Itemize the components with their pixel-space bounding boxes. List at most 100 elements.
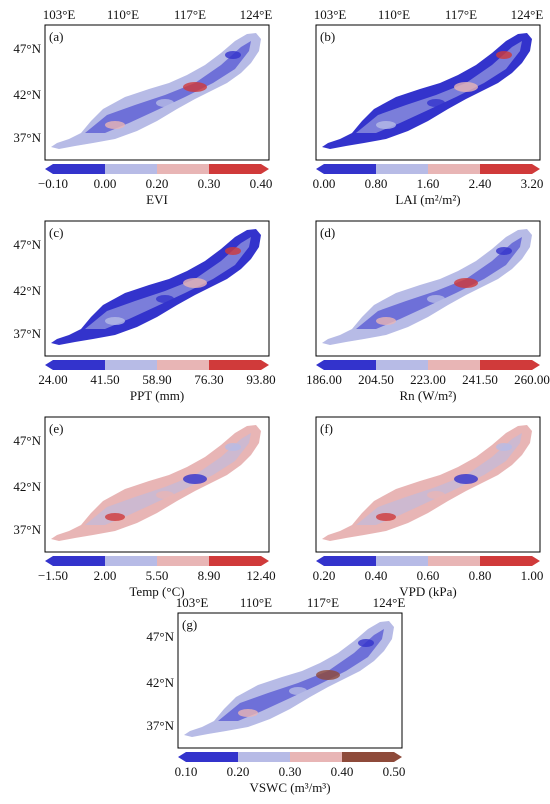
colorbar-tick-label: 260.00 [514, 372, 550, 387]
colorbar: 186.00 204.50 223.00 241.50 260.00 Rn (W/m²) [306, 360, 550, 403]
class-patch [376, 121, 396, 129]
colorbar-segment [157, 360, 209, 370]
colorbar-title: EVI [146, 192, 168, 207]
colorbar-tick-label: 0.80 [365, 176, 388, 191]
colorbar-tick-label: 8.90 [198, 568, 221, 583]
class-patch [427, 99, 445, 107]
colorbar-tick-label: 0.10 [175, 764, 198, 779]
colorbar-tick-label: 0.60 [417, 568, 440, 583]
colorbar-segment [53, 360, 105, 370]
colorbar-tick-label: 0.40 [331, 764, 354, 779]
colorbar-tick-label: 1.60 [417, 176, 440, 191]
region-secondary-class [356, 433, 522, 525]
panel-b: (b) 103°E 110°E 117°E 124°E 0.00 0.80 1.60 2.40 3… [313, 7, 544, 207]
colorbar-segment [324, 360, 376, 370]
panel-tag: (d) [320, 225, 335, 240]
panel-e: (e) 47°N 42°N 37°N −1.50 2.00 5.50 8.90 12.40 Tem… [13, 416, 276, 599]
lon-tick-label: 103°E [43, 7, 76, 22]
colorbar-tick-label: 3.20 [521, 176, 544, 191]
colorbar-tick-label: 0.00 [313, 176, 336, 191]
class-patch [225, 247, 241, 255]
lat-tick-label: 47°N [13, 41, 41, 56]
colorbar-tick-label: 41.50 [90, 372, 119, 387]
lon-tick-label: 124°E [240, 7, 273, 22]
colorbar-segment [342, 752, 394, 762]
colorbar-segment [480, 556, 532, 566]
colorbar-tick-label: 0.40 [365, 568, 388, 583]
colorbar-tick-label: 186.00 [306, 372, 342, 387]
colorbar-min-arrow [316, 556, 324, 566]
panel-tag: (c) [49, 225, 63, 240]
class-patch [316, 670, 340, 680]
class-patch [496, 247, 512, 255]
colorbar-tick-label: −0.10 [38, 176, 68, 191]
lon-tick-label: 103°E [314, 7, 347, 22]
colorbar-segment [238, 752, 290, 762]
colorbar-tick-label: 2.00 [94, 568, 117, 583]
class-patch [238, 709, 258, 717]
colorbar-max-arrow [394, 752, 402, 762]
panel-f: (f) 0.20 0.40 0.60 0.80 1.00 VPD (kPa) [313, 416, 543, 599]
colorbar-segment [376, 556, 428, 566]
lon-tick-label: 117°E [174, 7, 206, 22]
class-patch [225, 443, 241, 451]
panel-a: (a) 103°E 110°E 117°E 124°E 47°N 42°N 37°N −0.10… [13, 7, 272, 207]
colorbar-segment [157, 164, 209, 174]
colorbar-title: LAI (m²/m²) [395, 192, 460, 207]
colorbar-segment [209, 556, 261, 566]
lat-tick-label: 42°N [13, 283, 41, 298]
panel-g: (g)103°E 110°E 117°E 124°E47°N42°N37°N0.10 0… [146, 595, 405, 795]
lon-tick-label: 117°E [307, 595, 339, 610]
panel-d: (d) 186.00 204.50 223.00 241.50 260.00 Rn (W/m… [306, 220, 550, 403]
colorbar-tick-label: 204.50 [358, 372, 394, 387]
colorbar-tick-label: 0.30 [279, 764, 302, 779]
panel-tag: (e) [49, 421, 63, 436]
class-patch [225, 51, 241, 59]
lat-tick-label: 47°N [13, 433, 41, 448]
lon-tick-label: 124°E [511, 7, 544, 22]
colorbar-max-arrow [532, 360, 540, 370]
region-secondary-class [218, 629, 384, 721]
region-secondary-class [85, 433, 251, 525]
lon-tick-label: 110°E [378, 7, 410, 22]
colorbar-segment [53, 164, 105, 174]
lat-tick-label: 47°N [146, 629, 174, 644]
colorbar: 0.10 0.20 0.30 0.40 0.50 VSWC (m³/m³) [175, 752, 405, 795]
class-patch [427, 491, 445, 499]
colorbar-tick-label: 12.40 [246, 568, 275, 583]
panel-c: (c) 47°N 42°N 37°N 24.00 41.50 58.90 76.30 93.80… [13, 220, 276, 403]
region-secondary-class [85, 237, 251, 329]
class-patch [183, 82, 207, 92]
colorbar-tick-label: 76.30 [194, 372, 223, 387]
lon-tick-label: 103°E [176, 595, 209, 610]
lat-tick-label: 37°N [146, 718, 174, 733]
colorbar-min-arrow [45, 164, 53, 174]
colorbar-tick-label: 0.20 [146, 176, 169, 191]
colorbar: 24.00 41.50 58.90 76.30 93.80 PPT (mm) [38, 360, 276, 403]
colorbar-min-arrow [316, 164, 324, 174]
lon-tick-label: 124°E [373, 595, 406, 610]
class-patch [427, 295, 445, 303]
colorbar-max-arrow [532, 556, 540, 566]
colorbar-title: VPD (kPa) [399, 584, 456, 599]
class-patch [156, 295, 174, 303]
class-patch [454, 82, 478, 92]
class-patch [183, 278, 207, 288]
colorbar-segment [428, 164, 480, 174]
lat-tick-label: 42°N [13, 479, 41, 494]
lat-tick-label: 42°N [146, 675, 174, 690]
colorbar-segment [480, 164, 532, 174]
class-patch [105, 513, 125, 521]
colorbar: −0.10 0.00 0.20 0.30 0.40 EVI [38, 164, 272, 207]
lon-tick-label: 110°E [240, 595, 272, 610]
colorbar-segment [105, 164, 157, 174]
class-patch [454, 474, 478, 484]
region-secondary-class [356, 237, 522, 329]
class-patch [105, 317, 125, 325]
lon-tick-label: 117°E [445, 7, 477, 22]
colorbar-max-arrow [261, 556, 269, 566]
colorbar-max-arrow [532, 164, 540, 174]
colorbar: −1.50 2.00 5.50 8.90 12.40 Temp (°C) [38, 556, 276, 599]
class-patch [454, 278, 478, 288]
